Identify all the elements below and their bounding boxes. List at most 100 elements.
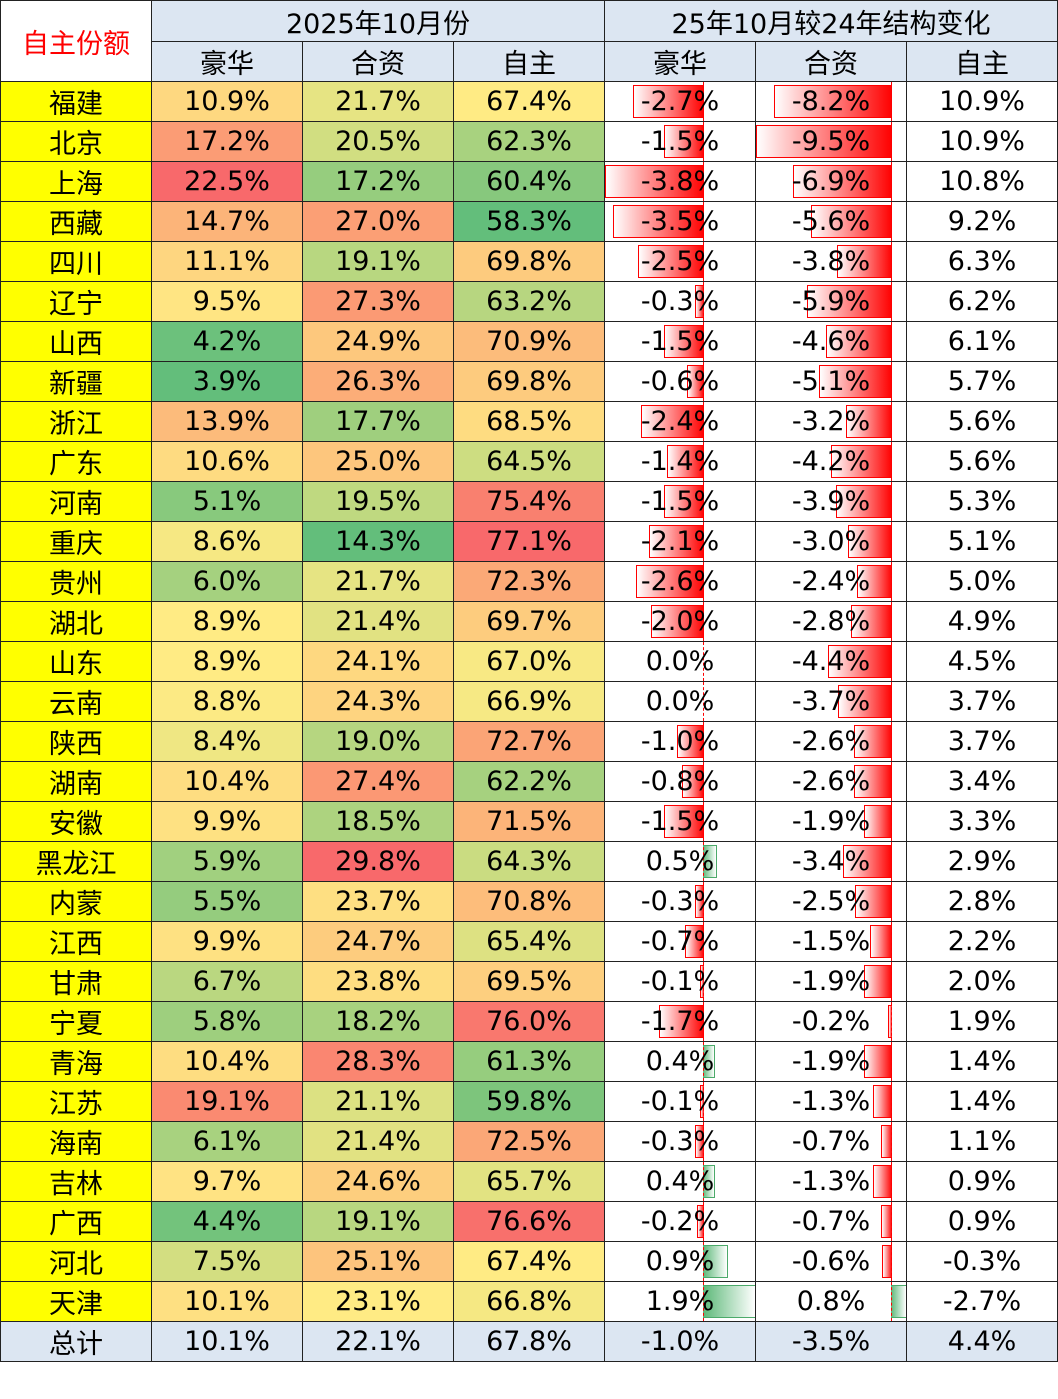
bar-axis: [702, 762, 704, 801]
change-jv-cell: -3.9%: [755, 481, 908, 522]
province-name: 四川: [0, 241, 152, 282]
change-domestic-value: -0.3%: [942, 1246, 1022, 1277]
share-jv-cell: 18.5%: [302, 801, 454, 842]
negative-data-bar: [651, 605, 704, 638]
change-domestic-value: 4.5%: [947, 646, 1017, 677]
bar-axis: [702, 1002, 704, 1041]
change-luxury-cell: -0.8%: [604, 761, 757, 802]
share-jv-cell: 25.0%: [302, 441, 454, 482]
negative-data-bar: [837, 245, 893, 278]
share-jv-cell: 19.1%: [302, 1201, 454, 1242]
share-domestic-value: 64.3%: [486, 846, 572, 877]
share-luxury-value: 9.7%: [192, 1166, 262, 1197]
share-jv-value: 19.1%: [335, 1206, 421, 1237]
bar-axis: [891, 442, 893, 481]
share-jv-value: 17.2%: [335, 166, 421, 197]
change-domestic-cell: 5.6%: [906, 441, 1058, 482]
negative-data-bar: [845, 405, 892, 438]
change-domestic-value: 0.9%: [947, 1166, 1017, 1197]
change-jv-cell: -6.9%: [755, 161, 908, 202]
table-row: 上海 22.5% 17.2% 60.4% -3.8% -6.9% 10.8%: [0, 161, 1058, 202]
col-header-luxury: 豪华: [151, 41, 303, 82]
change-luxury-value: 0.0%: [645, 646, 715, 677]
share-jv-value: 17.7%: [335, 406, 421, 437]
change-domestic-cell: 2.2%: [906, 921, 1058, 962]
bar-axis: [891, 1162, 893, 1201]
table-row: 陕西 8.4% 19.0% 72.7% -1.0% -2.6% 3.7%: [0, 721, 1058, 762]
share-domestic-cell: 70.9%: [452, 321, 606, 362]
bar-axis: [891, 1042, 893, 1081]
change-domestic-value: 5.6%: [947, 406, 1017, 437]
change-jv-cell: -5.9%: [755, 281, 908, 322]
share-jv-value: 21.7%: [335, 86, 421, 117]
change-jv-cell: -5.6%: [755, 201, 908, 242]
change-luxury-cell: 1.9%: [604, 1281, 757, 1322]
change-jv-value: -4.4%: [791, 646, 871, 677]
share-jv-value: 21.1%: [335, 1086, 421, 1117]
share-domestic-cell: 76.6%: [452, 1201, 606, 1242]
negative-data-bar: [851, 605, 892, 638]
change-luxury-cell: -1.5%: [604, 481, 757, 522]
share-domestic-cell: 67.4%: [452, 1241, 606, 1282]
bar-axis: [891, 802, 893, 841]
change-luxury-value: 0.4%: [645, 1166, 715, 1197]
positive-data-bar: [702, 1045, 715, 1078]
share-jv-value: 22.1%: [335, 1326, 421, 1357]
share-domestic-cell: 66.8%: [452, 1281, 606, 1322]
share-luxury-value: 5.9%: [192, 846, 262, 877]
share-domestic-cell: 69.5%: [452, 961, 606, 1002]
share-domestic-cell: 68.5%: [452, 401, 606, 442]
change-jv-value: -2.6%: [791, 766, 871, 797]
change-jv-cell: -1.9%: [755, 801, 908, 842]
change-jv-value: -1.3%: [791, 1086, 871, 1117]
change-domestic-cell: 3.3%: [906, 801, 1058, 842]
change-jv-cell: -1.3%: [755, 1081, 908, 1122]
share-domestic-cell: 66.9%: [452, 681, 606, 722]
share-domestic-value: 68.5%: [486, 406, 572, 437]
province-name: 江西: [0, 921, 152, 962]
bar-axis: [891, 562, 893, 601]
change-domestic-cell: 3.7%: [906, 681, 1058, 722]
province-name: 江苏: [0, 1081, 152, 1122]
share-jv-cell: 27.0%: [302, 201, 454, 242]
change-jv-value: -5.1%: [791, 366, 871, 397]
group-header-2025-oct: 2025年10月份: [150, 0, 606, 42]
negative-data-bar: [869, 925, 892, 958]
bar-axis: [702, 402, 704, 441]
bar-axis: [891, 602, 893, 641]
province-name: 河北: [0, 1241, 152, 1282]
share-domestic-cell: 72.7%: [452, 721, 606, 762]
share-luxury-cell: 5.5%: [151, 881, 303, 922]
table-row: 重庆 8.6% 14.3% 77.1% -2.1% -3.0% 5.1%: [0, 521, 1058, 562]
share-domestic-cell: 69.7%: [452, 601, 606, 642]
bar-axis: [891, 322, 893, 361]
share-jv-value: 29.8%: [335, 846, 421, 877]
table-row: 山西 4.2% 24.9% 70.9% -1.5% -4.6% 6.1%: [0, 321, 1058, 362]
change-domestic-cell: 2.8%: [906, 881, 1058, 922]
change-jv-value: -3.4%: [791, 846, 871, 877]
change-jv-value: -3.5%: [791, 1326, 871, 1357]
change-jv-cell: -0.7%: [755, 1121, 908, 1162]
share-jv-value: 24.3%: [335, 686, 421, 717]
share-luxury-value: 17.2%: [184, 126, 270, 157]
change-luxury-cell: -3.5%: [604, 201, 757, 242]
share-domestic-value: 70.9%: [486, 326, 572, 357]
negative-data-bar: [694, 885, 704, 918]
share-domestic-value: 69.8%: [486, 366, 572, 397]
share-luxury-value: 7.5%: [192, 1246, 262, 1277]
bar-axis: [702, 242, 704, 281]
share-jv-value: 27.4%: [335, 766, 421, 797]
change-luxury-cell: -3.8%: [604, 161, 757, 202]
share-domestic-cell: 75.4%: [452, 481, 606, 522]
change-jv-cell: -3.0%: [755, 521, 908, 562]
bar-axis: [891, 682, 893, 721]
change-jv-value: -1.3%: [791, 1166, 871, 1197]
province-name: 宁夏: [0, 1001, 152, 1042]
share-luxury-value: 8.9%: [192, 606, 262, 637]
share-domestic-cell: 77.1%: [452, 521, 606, 562]
share-domestic-value: 70.8%: [486, 886, 572, 917]
change-jv-cell: -0.2%: [755, 1001, 908, 1042]
share-luxury-value: 10.9%: [184, 86, 270, 117]
bar-axis: [891, 1082, 893, 1121]
change-jv-value: -1.9%: [791, 806, 871, 837]
